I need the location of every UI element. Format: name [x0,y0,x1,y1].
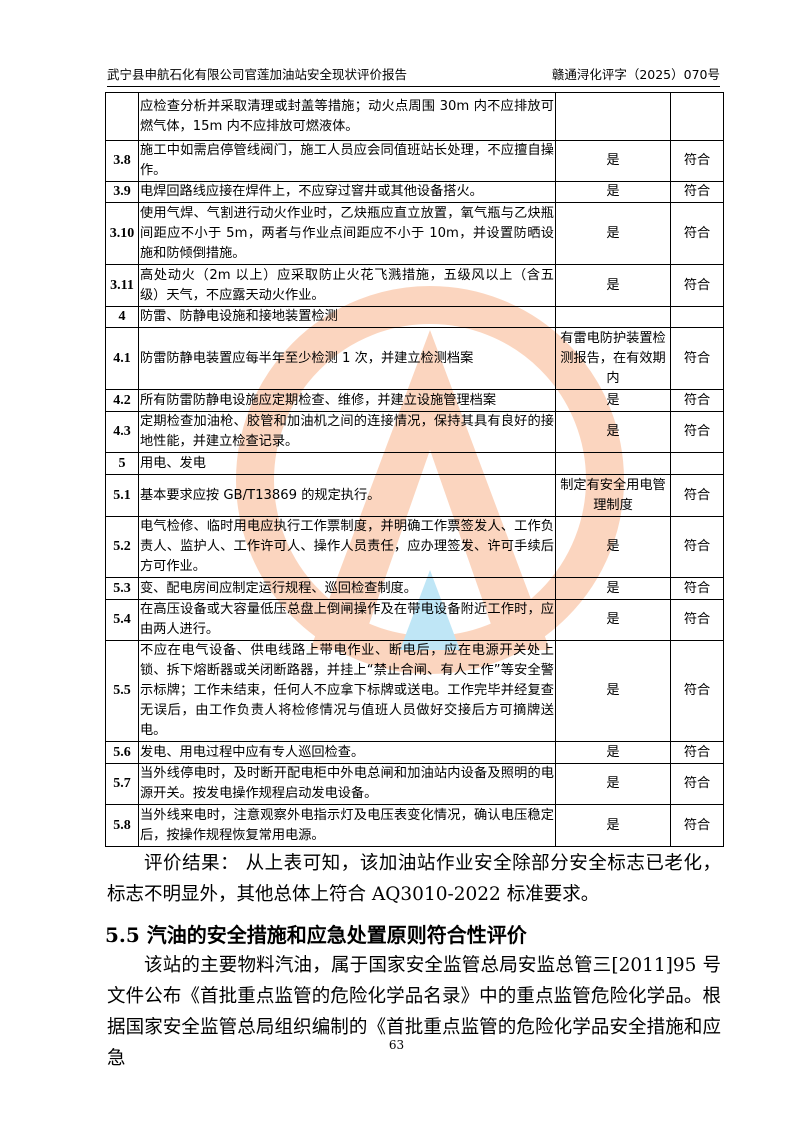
item-number: 5.7 [105,763,139,805]
evaluation-result: 评价结果： 从上表可知，该加油站作业安全除部分安全标志已老化，标志不明显外，其他… [107,853,721,905]
item-number: 5.2 [105,516,139,578]
conformity: 符合 [670,327,724,390]
table-row: 5 用电、发电 [105,452,724,475]
report-title: 武宁县申航石化有限公司官莲加油站安全现状评价报告 [107,67,408,82]
conformity: 符合 [670,804,724,847]
item-content: 所有防雷防静电设施应定期检查、维修，并建立设施管理档案 [138,389,556,412]
item-content: 防雷防静电装置应每半年至少检测 1 次，并建立检测档案 [138,327,556,390]
check-result: 是 [555,804,671,847]
page-body: 应检查分析并采取清理或封盖等措施；动火点周围 30m 内不应排放可燃气体，15m… [105,92,724,1074]
item-content: 不应在电气设备、供电线路上带电作业、断电后，应在电源开关处上锁、拆下熔断器或关闭… [138,640,556,742]
table-row: 3.8 施工中如需启停管线阀门，施工人员应会同值班站长处理，不应擅自操作。是符合 [105,140,724,182]
table-row: 5.8 当外线来电时，注意观察外电指示灯及电压表变化情况，确认电压稳定后，按操作规… [105,804,724,847]
check-result: 是 [555,181,671,203]
check-result: 有雷电防护装置检测报告，在有效期内 [555,327,671,390]
conformity: 符合 [670,763,724,805]
check-result: 是 [555,411,671,453]
item-number: 4.2 [105,389,139,412]
item-content: 电气检修、临时用电应执行工作票制度，并明确工作票签发人、工作负责人、监护人、工作… [138,516,556,578]
item-number: 4.1 [105,327,139,390]
item-content: 电焊回路线应接在焊件上，不应穿过窨井或其他设备搭火。 [138,181,556,203]
item-content: 使用气焊、气割进行动火作业时，乙炔瓶应直立放置，氧气瓶与乙炔瓶间距应不小于 5m… [138,202,556,265]
table-row: 4.3 定期检查加油枪、胶管和加油机之间的连接情况，保持其具有良好的接地性能，并建… [105,411,724,453]
check-result: 是 [555,264,671,307]
item-number: 3.10 [105,202,139,265]
item-content: 防雷、防静电设施和接地装置检测 [138,306,556,328]
item-number: 3.11 [105,264,139,307]
table-row: 3.10 使用气焊、气割进行动火作业时，乙炔瓶应直立放置，氧气瓶与乙炔瓶间距应不小… [105,202,724,265]
item-number: 5.5 [105,640,139,742]
table-row: 4 防雷、防静电设施和接地装置检测 [105,306,724,328]
table-row: 3.11 高处动火（2m 以上）应采取防止火花飞溅措施，五级风以上（含五级）天气，… [105,264,724,307]
check-result: 是 [555,516,671,578]
table-row: 5.6 发电、用电过程中应有专人巡回检查。是符合 [105,741,724,764]
page-number: 63 [388,1038,405,1052]
section-body: 该站的主要物料汽油，属于国家安全监管总局安监总管三[2011]95 号文件公布《… [107,955,721,1069]
item-content: 定期检查加油枪、胶管和加油机之间的连接情况，保持其具有良好的接地性能，并建立检查… [138,411,556,453]
document-number: 赣通浔化评字（2025）070号 [551,67,720,82]
conformity: 符合 [670,474,724,517]
check-result: 是 [555,763,671,805]
check-result [555,452,671,475]
item-number: 5 [105,452,139,475]
table-row: 5.3 变、配电房间应制定运行规程、巡回检查制度。是符合 [105,577,724,600]
conformity: 符合 [670,640,724,742]
item-number: 3.8 [105,140,139,182]
check-result: 是 [555,140,671,182]
item-content: 高处动火（2m 以上）应采取防止火花飞溅措施，五级风以上（含五级）天气，不应露天… [138,264,556,307]
item-content: 基本要求应按 GB/T13869 的规定执行。 [138,474,556,517]
page-header: 武宁县申航石化有限公司官莲加油站安全现状评价报告 赣通浔化评字（2025）070… [107,66,720,87]
item-number: 3.9 [105,181,139,203]
item-number [105,92,139,141]
check-result: 是 [555,389,671,412]
conformity: 符合 [670,181,724,203]
item-number: 5.6 [105,741,139,764]
check-result: 是 [555,741,671,764]
conformity: 符合 [670,577,724,600]
conformity: 符合 [670,741,724,764]
conformity: 符合 [670,389,724,412]
check-result [555,92,671,141]
table-row: 5.7 当外线停电时，及时断开配电柜中外电总闸和加油站内设备及照明的电源开关。按发… [105,763,724,805]
item-content: 应检查分析并采取清理或封盖等措施；动火点周围 30m 内不应排放可燃气体，15m… [138,92,556,141]
check-result: 是 [555,640,671,742]
table-row: 5.5 不应在电气设备、供电线路上带电作业、断电后，应在电源开关处上锁、拆下熔断器… [105,640,724,742]
table-row: 5.2 电气检修、临时用电应执行工作票制度，并明确工作票签发人、工作负责人、监护人… [105,516,724,578]
check-result: 制定有安全用电管理制度 [555,474,671,517]
item-content: 在高压设备或大容量低压总盘上倒闸操作及在带电设备附近工作时，应由两人进行。 [138,599,556,641]
item-number: 4 [105,306,139,328]
evaluation-table: 应检查分析并采取清理或封盖等措施；动火点周围 30m 内不应排放可燃气体，15m… [105,92,724,847]
conformity [670,306,724,328]
item-number: 5.4 [105,599,139,641]
table-row: 应检查分析并采取清理或封盖等措施；动火点周围 30m 内不应排放可燃气体，15m… [105,92,724,141]
conformity [670,92,724,141]
conformity [670,452,724,475]
conformity: 符合 [670,264,724,307]
item-number: 5.3 [105,577,139,600]
conformity: 符合 [670,202,724,265]
item-content: 发电、用电过程中应有专人巡回检查。 [138,741,556,764]
table-row: 4.1 防雷防静电装置应每半年至少检测 1 次，并建立检测档案 有雷电防护装置检测报… [105,327,724,390]
check-result [555,306,671,328]
item-number: 4.3 [105,411,139,453]
item-content: 变、配电房间应制定运行规程、巡回检查制度。 [138,577,556,600]
item-content: 当外线来电时，注意观察外电指示灯及电压表变化情况，确认电压稳定后，按操作规程恢复… [138,804,556,847]
conformity: 符合 [670,516,724,578]
conformity: 符合 [670,140,724,182]
table-row: 3.9 电焊回路线应接在焊件上，不应穿过窨井或其他设备搭火。是符合 [105,181,724,203]
table-row: 4.2 所有防雷防静电设施应定期检查、维修，并建立设施管理档案是符合 [105,389,724,412]
check-result: 是 [555,577,671,600]
check-result: 是 [555,599,671,641]
conformity: 符合 [670,411,724,453]
table-row: 5.4 在高压设备或大容量低压总盘上倒闸操作及在带电设备附近工作时，应由两人进行。… [105,599,724,641]
check-result: 是 [555,202,671,265]
conformity: 符合 [670,599,724,641]
item-content: 用电、发电 [138,452,556,475]
item-number: 5.1 [105,474,139,517]
item-content: 当外线停电时，及时断开配电柜中外电总闸和加油站内设备及照明的电源开关。按发电操作… [138,763,556,805]
item-number: 5.8 [105,804,139,847]
item-content: 施工中如需启停管线阀门，施工人员应会同值班站长处理，不应擅自操作。 [138,140,556,182]
table-row: 5.1 基本要求应按 GB/T13869 的规定执行。 制定有安全用电管理制度 符合 [105,474,724,517]
section-heading: 5.5 汽油的安全措施和应急处置原则符合性评价 [105,923,527,947]
